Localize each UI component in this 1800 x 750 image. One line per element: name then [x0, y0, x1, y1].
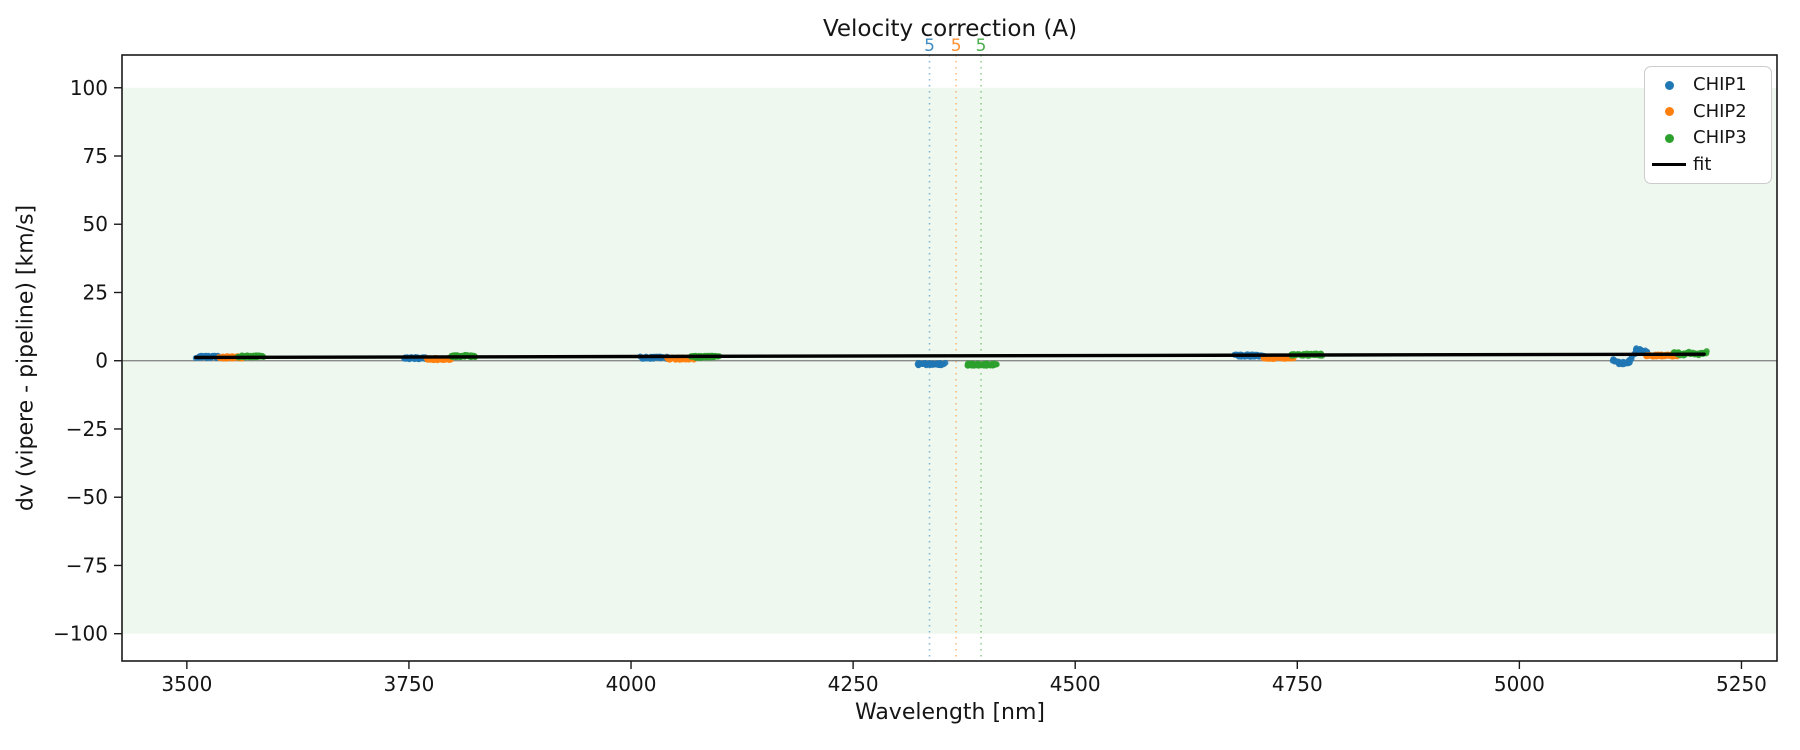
- vline-label-chip1: 5: [924, 36, 935, 56]
- y-tick-label: 75: [83, 144, 108, 168]
- chart-legend: CHIP1 CHIP2 CHIP3 fit: [1644, 66, 1772, 184]
- x-tick-label: 4000: [606, 672, 657, 696]
- y-tick-label: −75: [66, 553, 108, 577]
- vline-label-chip2: 5: [951, 36, 962, 56]
- fit-line: [194, 352, 1706, 360]
- legend-label: fit: [1693, 153, 1712, 175]
- x-tick-label: 5000: [1494, 672, 1545, 696]
- x-tick-label: 5250: [1716, 672, 1767, 696]
- y-tick-label: 25: [83, 280, 108, 304]
- y-tick-label: 0: [95, 349, 108, 373]
- x-axis-label: Wavelength [nm]: [854, 700, 1046, 725]
- y-tick-label: −25: [66, 417, 108, 441]
- legend-entry-chip2: CHIP2: [1645, 99, 1771, 125]
- x-tick-label: 3500: [161, 672, 212, 696]
- y-tick-label: 50: [83, 212, 108, 236]
- fit-marker-line: [1652, 163, 1686, 167]
- y-tick-label: −100: [53, 622, 108, 646]
- legend-entry-chip3: CHIP3: [1645, 125, 1771, 151]
- chart-title: Velocity correction (A): [822, 16, 1078, 42]
- x-tick-label: 4250: [828, 672, 879, 696]
- x-tick-label: 3750: [383, 672, 434, 696]
- legend-entry-fit: fit: [1645, 152, 1771, 178]
- y-axis-label: dv (vipere - pipeline) [km/s]: [13, 204, 39, 512]
- axes-spines: [121, 54, 1778, 662]
- legend-label: CHIP1: [1693, 74, 1747, 96]
- chip3-marker-dot: [1664, 133, 1674, 143]
- vline-label-chip3: 5: [976, 36, 987, 56]
- x-tick-label: 4500: [1050, 672, 1101, 696]
- x-tick-label: 4750: [1272, 672, 1323, 696]
- legend-label: CHIP3: [1693, 127, 1747, 149]
- y-tick-label: 100: [70, 76, 108, 100]
- legend-label: CHIP2: [1693, 100, 1747, 122]
- legend-entry-chip1: CHIP1: [1645, 72, 1771, 98]
- chip2-marker-dot: [1664, 107, 1674, 117]
- y-tick-label: −50: [66, 485, 108, 509]
- chip1-marker-dot: [1664, 80, 1674, 90]
